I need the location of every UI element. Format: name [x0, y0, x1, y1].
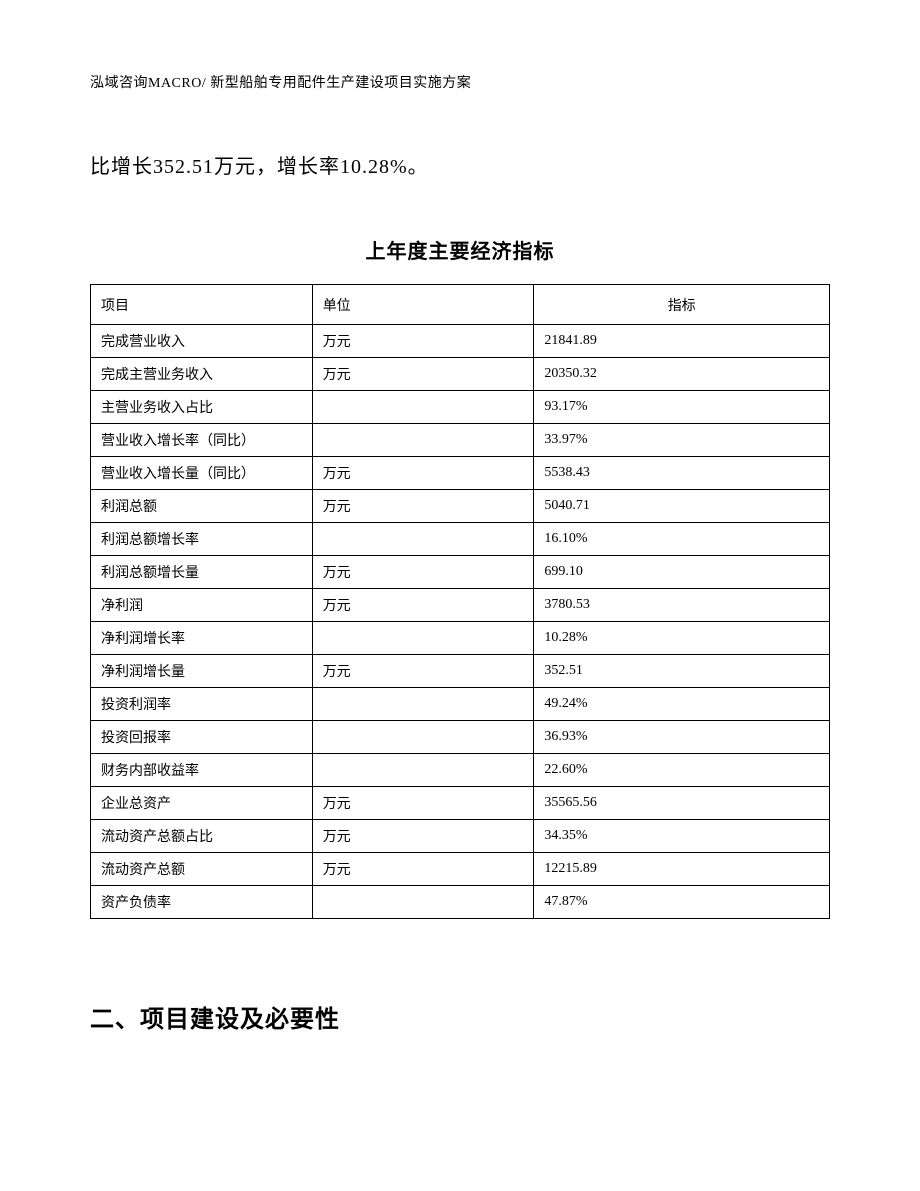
cell-item: 投资利润率 [91, 688, 313, 721]
table-row: 净利润万元3780.53 [91, 589, 830, 622]
cell-value: 20350.32 [534, 358, 830, 391]
table-row: 流动资产总额占比万元34.35% [91, 820, 830, 853]
table-header-row: 项目 单位 指标 [91, 285, 830, 325]
table-row: 资产负债率 47.87% [91, 886, 830, 919]
cell-value: 16.10% [534, 523, 830, 556]
table-body: 完成营业收入万元21841.89完成主营业务收入万元20350.32主营业务收入… [91, 325, 830, 919]
cell-item: 投资回报率 [91, 721, 313, 754]
table-row: 净利润增长量万元352.51 [91, 655, 830, 688]
cell-unit [312, 886, 534, 919]
cell-item: 主营业务收入占比 [91, 391, 313, 424]
cell-item: 营业收入增长量（同比） [91, 457, 313, 490]
cell-value: 3780.53 [534, 589, 830, 622]
column-header-item: 项目 [91, 285, 313, 325]
cell-item: 流动资产总额 [91, 853, 313, 886]
cell-item: 净利润增长量 [91, 655, 313, 688]
cell-unit: 万元 [312, 589, 534, 622]
table-row: 完成主营业务收入万元20350.32 [91, 358, 830, 391]
cell-unit [312, 622, 534, 655]
cell-unit: 万元 [312, 853, 534, 886]
cell-value: 93.17% [534, 391, 830, 424]
table-row: 利润总额万元5040.71 [91, 490, 830, 523]
table-row: 净利润增长率 10.28% [91, 622, 830, 655]
table-row: 利润总额增长量万元699.10 [91, 556, 830, 589]
cell-item: 完成营业收入 [91, 325, 313, 358]
cell-item: 流动资产总额占比 [91, 820, 313, 853]
cell-value: 21841.89 [534, 325, 830, 358]
cell-item: 净利润 [91, 589, 313, 622]
cell-value: 5040.71 [534, 490, 830, 523]
cell-unit [312, 391, 534, 424]
table-row: 财务内部收益率 22.60% [91, 754, 830, 787]
cell-value: 12215.89 [534, 853, 830, 886]
section-heading: 二、项目建设及必要性 [90, 999, 830, 1034]
cell-value: 352.51 [534, 655, 830, 688]
cell-unit: 万元 [312, 820, 534, 853]
cell-item: 企业总资产 [91, 787, 313, 820]
cell-item: 利润总额 [91, 490, 313, 523]
table-row: 利润总额增长率 16.10% [91, 523, 830, 556]
cell-value: 35565.56 [534, 787, 830, 820]
cell-unit: 万元 [312, 325, 534, 358]
table-row: 营业收入增长量（同比）万元5538.43 [91, 457, 830, 490]
cell-item: 净利润增长率 [91, 622, 313, 655]
cell-value: 5538.43 [534, 457, 830, 490]
cell-item: 财务内部收益率 [91, 754, 313, 787]
cell-unit [312, 754, 534, 787]
cell-value: 699.10 [534, 556, 830, 589]
cell-unit: 万元 [312, 556, 534, 589]
cell-value: 34.35% [534, 820, 830, 853]
cell-value: 22.60% [534, 754, 830, 787]
page-header: 泓域咨询MACRO/ 新型船舶专用配件生产建设项目实施方案 [90, 72, 830, 92]
cell-item: 完成主营业务收入 [91, 358, 313, 391]
cell-unit: 万元 [312, 457, 534, 490]
cell-unit [312, 688, 534, 721]
cell-unit: 万元 [312, 655, 534, 688]
table-title: 上年度主要经济指标 [90, 235, 830, 264]
cell-unit: 万元 [312, 787, 534, 820]
cell-unit [312, 721, 534, 754]
cell-value: 33.97% [534, 424, 830, 457]
cell-item: 资产负债率 [91, 886, 313, 919]
cell-value: 49.24% [534, 688, 830, 721]
cell-value: 10.28% [534, 622, 830, 655]
economic-indicators-table: 项目 单位 指标 完成营业收入万元21841.89完成主营业务收入万元20350… [90, 284, 830, 919]
table-row: 投资利润率 49.24% [91, 688, 830, 721]
cell-unit [312, 523, 534, 556]
cell-unit [312, 424, 534, 457]
table-row: 企业总资产万元35565.56 [91, 787, 830, 820]
cell-value: 47.87% [534, 886, 830, 919]
table-row: 投资回报率 36.93% [91, 721, 830, 754]
cell-item: 利润总额增长率 [91, 523, 313, 556]
table-row: 流动资产总额万元12215.89 [91, 853, 830, 886]
cell-value: 36.93% [534, 721, 830, 754]
table-row: 完成营业收入万元21841.89 [91, 325, 830, 358]
cell-unit: 万元 [312, 358, 534, 391]
cell-item: 利润总额增长量 [91, 556, 313, 589]
column-header-value: 指标 [534, 285, 830, 325]
cell-item: 营业收入增长率（同比） [91, 424, 313, 457]
column-header-unit: 单位 [312, 285, 534, 325]
table-row: 营业收入增长率（同比） 33.97% [91, 424, 830, 457]
intro-paragraph: 比增长352.51万元，增长率10.28%。 [90, 150, 830, 179]
table-row: 主营业务收入占比 93.17% [91, 391, 830, 424]
cell-unit: 万元 [312, 490, 534, 523]
